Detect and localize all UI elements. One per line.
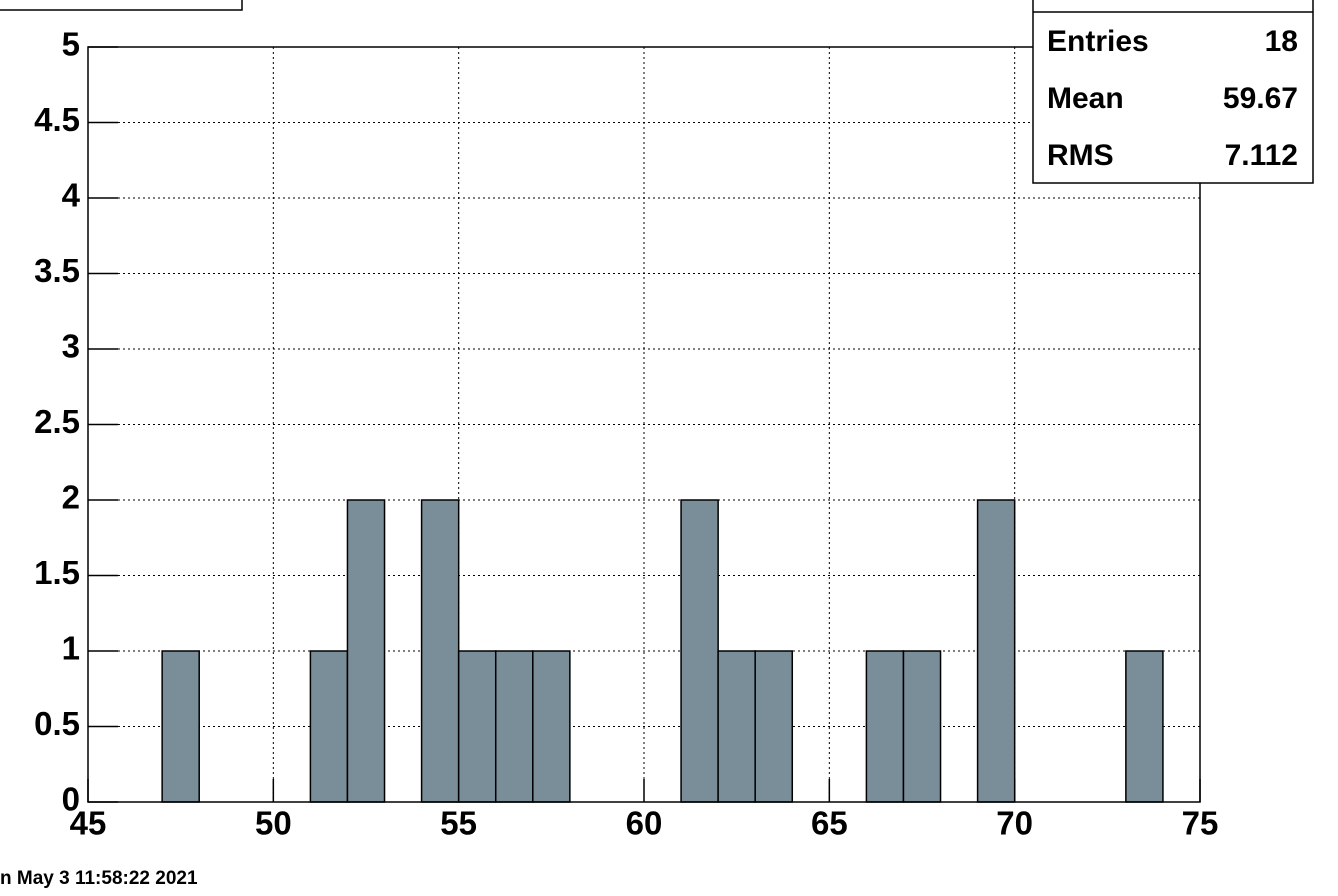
bar [457, 650, 497, 803]
bar [532, 650, 571, 803]
bar [680, 499, 719, 803]
x-tick-label: 65 [811, 805, 848, 842]
bar [717, 650, 756, 803]
title-box [0, 0, 243, 11]
bar [346, 499, 386, 803]
stats-label: Mean [1047, 82, 1124, 115]
y-tick-label: 1.5 [34, 554, 80, 591]
x-tick-label: 55 [440, 805, 477, 842]
x-tick-label: 70 [996, 805, 1033, 842]
stats-value: 7.112 [1225, 139, 1298, 172]
plot-frame [87, 46, 1201, 803]
y-tick-label: 4.5 [34, 101, 80, 138]
stats-value: 18 [1265, 25, 1298, 58]
x-tick-label: 50 [255, 805, 292, 842]
bar [161, 650, 200, 803]
x-tick-label: 45 [70, 805, 107, 842]
bar [976, 499, 1016, 803]
bar [309, 650, 349, 803]
bar [1125, 650, 1164, 803]
bar [494, 650, 534, 803]
x-tick-label: 60 [626, 805, 663, 842]
bar [865, 650, 905, 803]
y-tick-label: 1 [62, 630, 80, 667]
y-tick-label: 2.5 [34, 403, 80, 440]
y-tick-label: 3 [62, 328, 80, 365]
y-tick-label: 2 [62, 479, 80, 516]
y-tick-label: 0.5 [34, 705, 80, 742]
y-tick-label: 4 [62, 177, 81, 214]
y-tick-label: 5 [62, 26, 80, 63]
y-tick-label: 3.5 [34, 252, 80, 289]
stats-box [1032, 0, 1314, 184]
x-tick-label: 75 [1182, 805, 1219, 842]
stats-label: RMS [1047, 139, 1114, 172]
bar [754, 650, 794, 803]
stats-value: 59.67 [1223, 82, 1298, 115]
bar [902, 650, 942, 803]
bar [420, 499, 460, 803]
stats-label: Entries [1047, 25, 1149, 58]
footer-date: n May 3 11:58:22 2021 [0, 868, 198, 889]
y-tick-label: 0 [62, 781, 80, 818]
